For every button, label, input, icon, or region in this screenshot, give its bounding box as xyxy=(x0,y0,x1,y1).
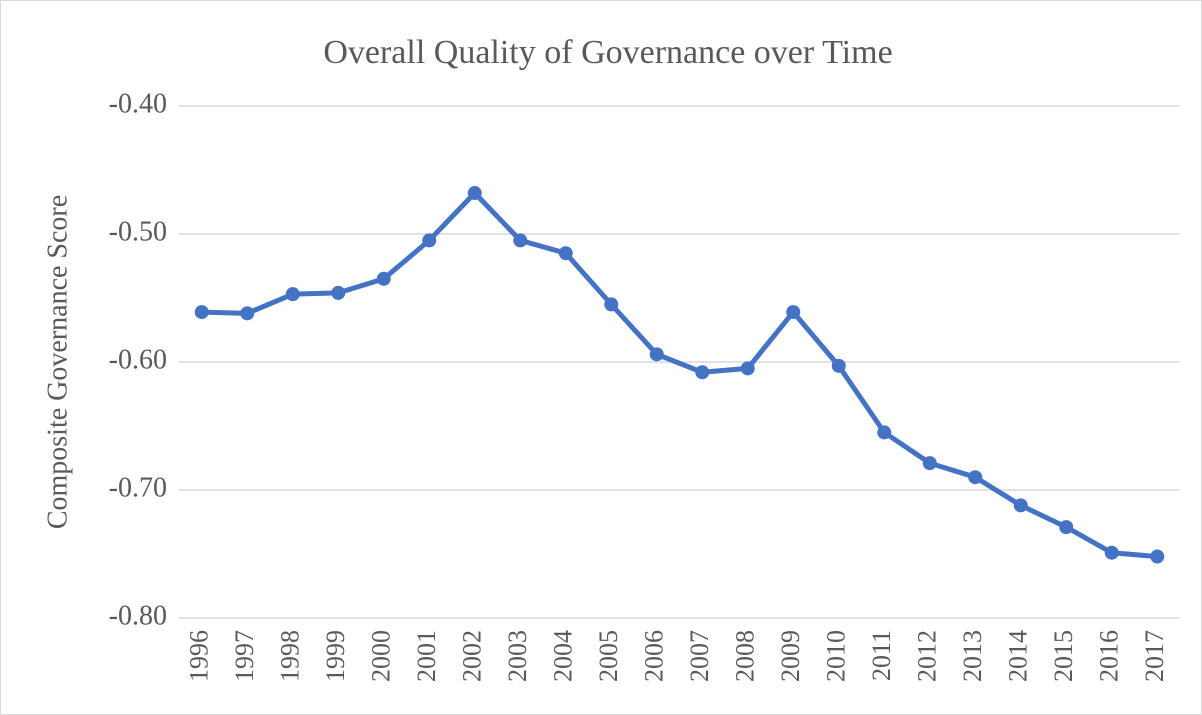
marker xyxy=(786,305,801,320)
marker xyxy=(1104,545,1119,560)
marker xyxy=(968,470,983,485)
x-tick-label: 1997 xyxy=(230,630,259,682)
x-tick-label: 2007 xyxy=(685,630,714,682)
marker xyxy=(285,287,300,302)
x-tick-label: 1996 xyxy=(185,630,214,682)
chart-title: Overall Quality of Governance over Time xyxy=(323,34,892,71)
marker xyxy=(831,358,846,373)
x-tick-label: 2001 xyxy=(412,630,441,682)
x-tick-label: 2003 xyxy=(503,630,532,682)
marker xyxy=(513,233,528,248)
x-tick-label: 1998 xyxy=(276,630,305,682)
marker xyxy=(1150,549,1165,564)
marker xyxy=(1059,520,1074,535)
y-tick-label: -0.60 xyxy=(109,344,167,375)
marker xyxy=(695,365,710,380)
x-tick-label: 1999 xyxy=(321,630,350,682)
marker xyxy=(922,456,937,471)
x-tick-label: 2008 xyxy=(731,630,760,682)
x-tick-label: 2009 xyxy=(776,630,805,682)
x-tick-label: 2013 xyxy=(958,630,987,682)
marker xyxy=(422,233,437,248)
marker xyxy=(376,271,391,286)
marker xyxy=(558,246,573,261)
x-tick-label: 2002 xyxy=(458,630,487,682)
marker xyxy=(1013,498,1028,513)
marker xyxy=(649,347,664,362)
x-tick-label: 2015 xyxy=(1049,630,1078,682)
x-tick-label: 2011 xyxy=(867,630,896,681)
x-tick-label: 2017 xyxy=(1140,630,1169,682)
y-axis-label: Composite Governance Score xyxy=(42,195,73,529)
x-tick-label: 2016 xyxy=(1095,630,1124,682)
marker xyxy=(240,306,255,321)
marker xyxy=(740,361,755,376)
x-tick-label: 2005 xyxy=(594,630,623,682)
x-tick-label: 2010 xyxy=(822,630,851,682)
y-tick-label: -0.50 xyxy=(109,216,167,247)
y-tick-label: -0.40 xyxy=(109,88,167,119)
marker xyxy=(467,186,482,201)
x-tick-label: 2000 xyxy=(367,630,396,682)
x-tick-label: 2006 xyxy=(640,630,669,682)
marker xyxy=(604,297,619,312)
marker xyxy=(877,425,892,440)
marker xyxy=(194,305,209,320)
marker xyxy=(331,285,346,300)
y-tick-label: -0.70 xyxy=(109,472,167,503)
x-tick-label: 2012 xyxy=(913,630,942,682)
x-tick-label: 2014 xyxy=(1004,630,1033,682)
line xyxy=(201,190,1158,560)
y-tick-label: -0.80 xyxy=(109,600,167,631)
x-tick-label: 2004 xyxy=(549,630,578,682)
